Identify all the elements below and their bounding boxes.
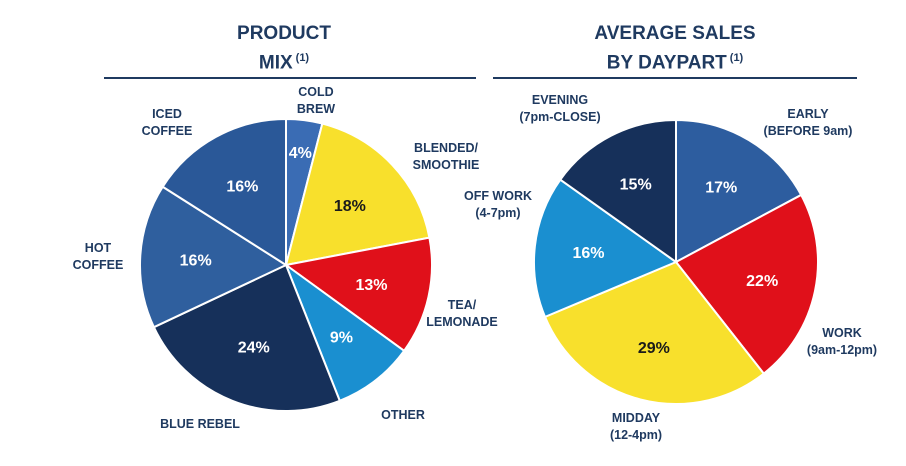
pie1-slice-6	[161, 117, 287, 267]
daypart-divider	[493, 77, 857, 79]
daypart-title-line2-wrap: BY DAYPART (1)	[570, 46, 780, 75]
pie1-label-1: BLENDED/SMOOTHIE	[413, 141, 480, 172]
pie1-label-5: HOT COFFEE	[73, 241, 124, 272]
pie2-pct-4: 15%	[620, 177, 652, 194]
pie2-label-2: MIDDAY (12-4pm)	[610, 411, 662, 442]
pie2-pct-2: 29%	[638, 340, 670, 357]
pie2-pct-0: 17%	[705, 179, 737, 196]
daypart-footnote: (1)	[729, 52, 744, 64]
pie2-slice-1	[674, 193, 819, 376]
pie1-pct-6: 16%	[226, 179, 258, 196]
pie1-label-0: COLD BREW	[297, 85, 335, 116]
pie2-slice-3	[533, 178, 679, 319]
pie2-slice-2	[543, 260, 766, 405]
daypart-title-line2: BY DAYPART	[606, 52, 727, 74]
pie1-pct-5: 16%	[180, 252, 212, 269]
pie1-slice-4	[152, 263, 342, 412]
product-mix-title-line2: MIX	[258, 52, 293, 74]
pie2-label-1: WORK (9am-12pm)	[807, 326, 877, 357]
daypart-title-line1: AVERAGE SALES	[594, 23, 756, 44]
product-mix-title: PRODUCT MIX (1)	[184, 22, 384, 75]
pie1-pct-0: 4%	[289, 145, 312, 162]
daypart-title: AVERAGE SALES BY DAYPART (1)	[570, 22, 780, 75]
product-mix-footnote: (1)	[295, 52, 310, 64]
pie2-pct-1: 22%	[746, 273, 778, 290]
pie1-slice-2	[283, 236, 433, 353]
pie1-slice-1	[284, 122, 431, 267]
pie2-slice-0	[675, 118, 803, 264]
pie1-pct-4: 24%	[238, 339, 270, 356]
pie1-label-2: TEA/LEMONADE	[426, 298, 498, 329]
pie1-label-6: ICED COFFEE	[142, 107, 193, 138]
product-mix-title-line2-wrap: MIX (1)	[184, 46, 384, 75]
pie1-pct-1: 18%	[334, 198, 366, 215]
pie2-slice-4	[558, 118, 677, 264]
pie1-label-3: OTHER	[381, 408, 425, 422]
pie1-slice-5	[139, 185, 289, 329]
product-mix-title-line1: PRODUCT	[237, 23, 331, 44]
pie1-pct-2: 13%	[355, 277, 387, 294]
pie2-pct-3: 16%	[572, 245, 604, 262]
pie2-label-4: EVENING (7pm-CLOSE)	[519, 93, 600, 124]
pie2-label-3: OFF WORK (4-7pm)	[464, 189, 532, 220]
pie2-label-0: EARLY (BEFORE 9am)	[764, 107, 853, 138]
pie1-pct-3: 9%	[330, 330, 353, 347]
pie1-label-4: BLUE REBEL	[160, 417, 240, 431]
pie1-slice-3	[283, 262, 406, 403]
product-mix-divider	[104, 77, 476, 79]
